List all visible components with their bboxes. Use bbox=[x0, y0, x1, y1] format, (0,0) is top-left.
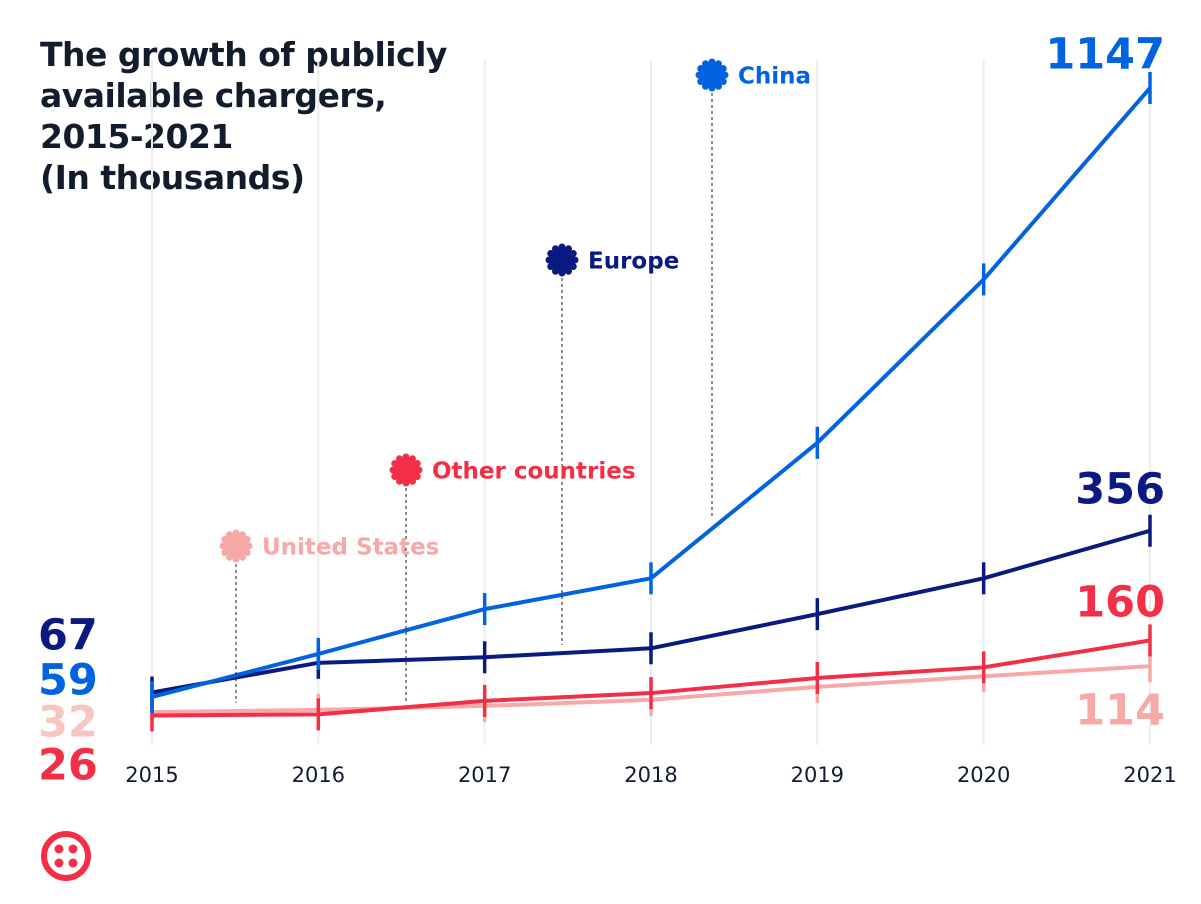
x-tick-label: 2017 bbox=[458, 763, 511, 787]
legend-icon-ray bbox=[391, 460, 421, 480]
start-value-label: 67 bbox=[38, 611, 98, 661]
x-tick-label: 2018 bbox=[624, 763, 677, 787]
logo-icon bbox=[41, 831, 91, 881]
legend-label: China bbox=[738, 64, 811, 90]
legend-icon bbox=[219, 529, 253, 563]
x-tick-label: 2016 bbox=[292, 763, 345, 787]
chart-title: The growth of publicly available charger… bbox=[40, 34, 470, 198]
start-value-label: 59 bbox=[38, 656, 98, 706]
legend-icon bbox=[389, 453, 423, 487]
start-value-label: 26 bbox=[38, 741, 98, 791]
legend-icon-ray bbox=[221, 536, 251, 556]
x-tick-label: 2020 bbox=[957, 763, 1010, 787]
x-tick-label: 2015 bbox=[125, 763, 178, 787]
end-value-label: 160 bbox=[1075, 578, 1165, 628]
legend-label: Europe bbox=[588, 249, 679, 275]
x-tick-label: 2021 bbox=[1123, 763, 1176, 787]
legend-label: United States bbox=[262, 535, 439, 561]
end-value-label: 114 bbox=[1075, 686, 1165, 736]
legend-label: Other countries bbox=[432, 459, 636, 485]
x-tick-label: 2019 bbox=[791, 763, 844, 787]
legend-icon bbox=[545, 243, 579, 277]
legend-icon bbox=[695, 58, 729, 92]
start-value-label: 32 bbox=[38, 698, 98, 748]
end-value-label: 1147 bbox=[1045, 30, 1165, 80]
legend-icon-ray bbox=[547, 250, 577, 270]
end-value-label: 356 bbox=[1075, 465, 1165, 515]
legend-icon-ray bbox=[697, 65, 727, 85]
title: The growth of publicly available charger… bbox=[40, 35, 447, 156]
subtitle: (In thousands) bbox=[40, 158, 305, 197]
